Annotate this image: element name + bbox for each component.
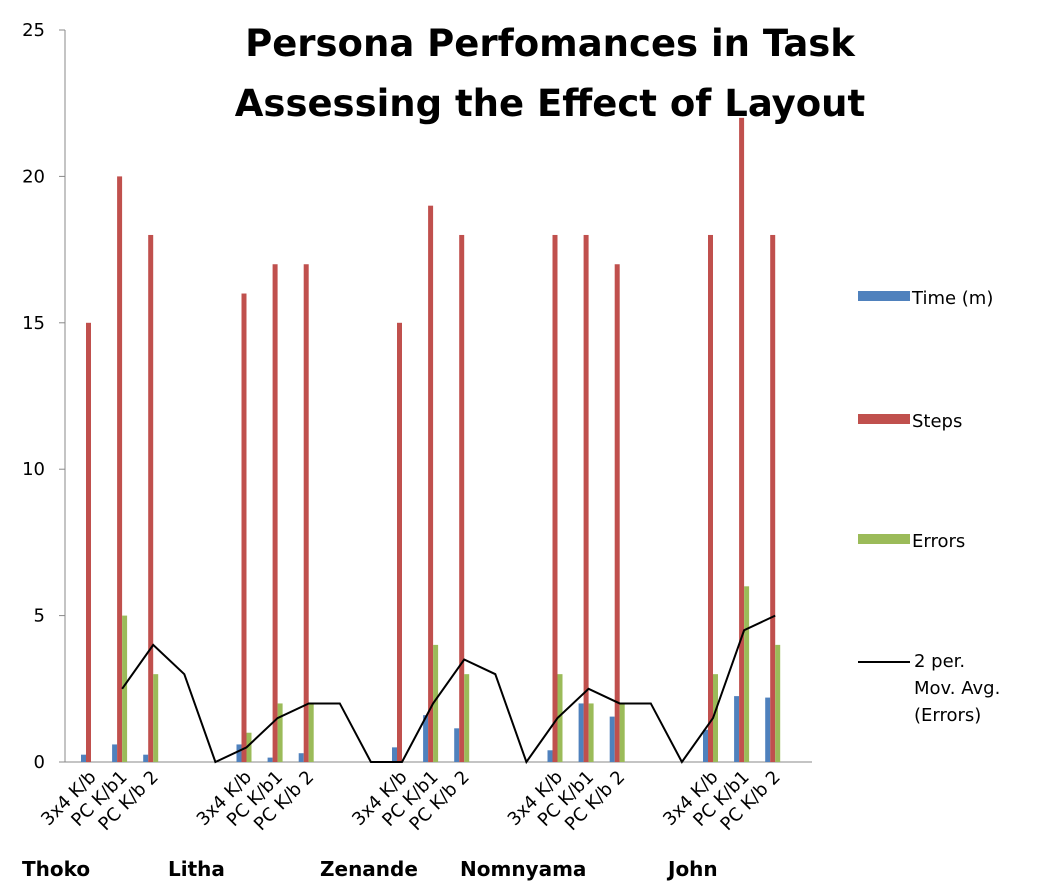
- bar: [619, 703, 625, 762]
- bar: [609, 716, 615, 762]
- bar: [588, 703, 594, 762]
- y-tick-label: 25: [22, 20, 45, 41]
- bar: [423, 715, 429, 762]
- bar: [464, 674, 470, 762]
- bar: [392, 747, 397, 762]
- legend-label: Steps: [912, 411, 962, 432]
- bar: [148, 234, 154, 762]
- bar: [267, 757, 273, 762]
- bar: [122, 615, 128, 762]
- bar: [277, 703, 283, 762]
- bar: [272, 264, 278, 762]
- group-label: Nomnyama: [460, 857, 586, 881]
- bar: [744, 586, 750, 762]
- bar: [734, 696, 740, 762]
- chart-title: Persona Perfomances in Task Assessing th…: [234, 22, 866, 125]
- bar: [241, 293, 247, 762]
- y-tick-label: 10: [22, 459, 45, 480]
- bar: [708, 234, 713, 762]
- group-label: Zenande: [320, 857, 418, 881]
- bar: [117, 176, 123, 762]
- y-tick-label: 15: [22, 313, 45, 334]
- bar: [81, 754, 86, 762]
- bar: [236, 744, 242, 762]
- bar: [303, 264, 309, 762]
- bar: [547, 750, 553, 762]
- bar: [578, 703, 584, 762]
- y-tick-label: 20: [22, 166, 45, 187]
- group-label: Thoko: [22, 857, 90, 881]
- bar: [552, 234, 558, 762]
- bar: [765, 697, 771, 762]
- bar: [614, 264, 620, 762]
- legend-swatch: [858, 291, 910, 301]
- legend-label: Time (m): [911, 288, 993, 309]
- legend-swatch: [858, 534, 910, 544]
- bar: [459, 234, 465, 762]
- y-tick-label: 5: [34, 606, 45, 627]
- bar: [298, 753, 304, 762]
- bar: [143, 754, 149, 762]
- legend-label: 2 per. Mov. Avg. (Errors): [914, 651, 1001, 726]
- bar: [713, 674, 718, 762]
- bar: [153, 674, 159, 762]
- bar: [86, 322, 91, 762]
- bar: [308, 703, 314, 762]
- bar: [557, 674, 563, 762]
- bar: [775, 644, 781, 762]
- bar: [770, 234, 776, 762]
- bar: [246, 732, 252, 762]
- bar: [428, 205, 434, 762]
- trendline: [121, 614, 776, 765]
- bar: [454, 728, 460, 762]
- bar: [112, 744, 118, 762]
- bar: [397, 322, 402, 762]
- group-label: Litha: [168, 857, 225, 881]
- bar: [703, 729, 708, 762]
- y-tick-label: 0: [34, 752, 45, 773]
- group-label: John: [666, 857, 718, 881]
- bar: [583, 234, 589, 762]
- legend-swatch: [858, 414, 910, 424]
- legend-label: Errors: [912, 531, 965, 552]
- bar: [739, 117, 745, 763]
- bar: [433, 644, 439, 762]
